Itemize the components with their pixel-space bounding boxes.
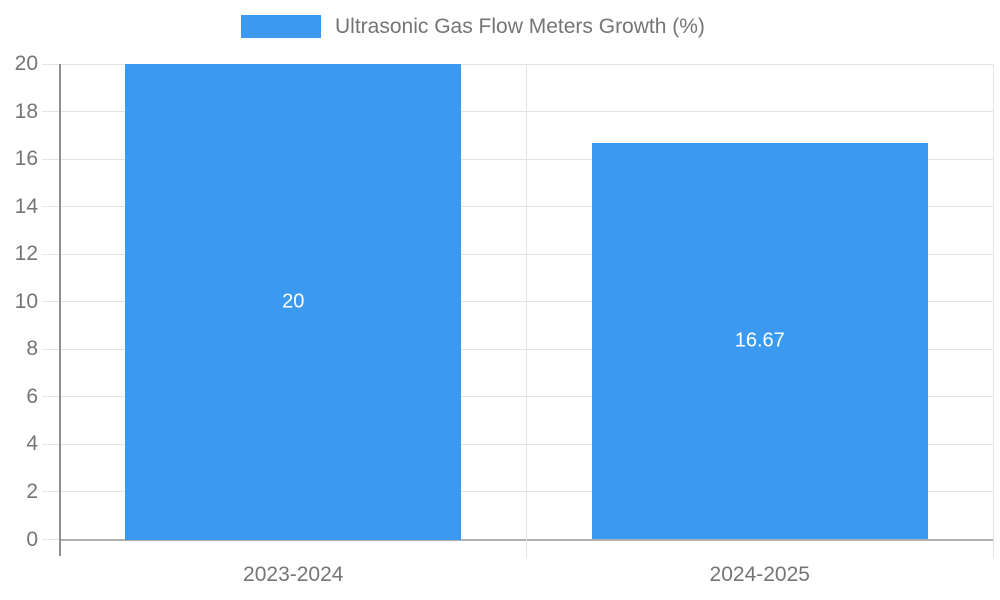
legend-label: Ultrasonic Gas Flow Meters Growth (%) <box>335 15 705 38</box>
y-tick-mark <box>42 301 60 303</box>
bar-value-label: 16.67 <box>734 329 785 352</box>
x-tick-label: 2023-2024 <box>243 562 344 586</box>
bar[interactable] <box>125 64 462 540</box>
y-tick-label: 2 <box>26 479 38 503</box>
y-tick-label: 10 <box>14 289 38 313</box>
y-tick-label: 4 <box>26 432 38 456</box>
legend[interactable]: Ultrasonic Gas Flow Meters Growth (%) <box>241 15 705 38</box>
y-tick-label: 0 <box>26 527 38 551</box>
y-tick-label: 18 <box>14 99 38 123</box>
y-tick-mark <box>42 206 60 208</box>
x-tick-label: 2024-2025 <box>709 562 810 586</box>
y-tick-mark <box>42 158 60 160</box>
y-tick-mark <box>42 63 60 65</box>
y-tick-label: 14 <box>14 194 38 218</box>
y-tick-label: 16 <box>14 147 38 171</box>
y-tick-mark <box>42 111 60 113</box>
y-tick-mark <box>42 539 60 540</box>
y-tick-mark <box>42 348 60 350</box>
y-tick-mark <box>42 253 60 255</box>
bar[interactable] <box>591 143 928 540</box>
y-tick-mark <box>42 491 60 493</box>
plot-right-boundary-line <box>992 64 994 558</box>
y-axis-line <box>59 64 61 556</box>
legend-swatch-icon <box>241 15 321 38</box>
y-tick-label: 12 <box>14 242 38 266</box>
y-tick-label: 6 <box>26 384 38 408</box>
bar-value-label: 20 <box>282 290 305 313</box>
category-divider-line <box>526 64 527 558</box>
y-tick-mark <box>42 443 60 445</box>
y-tick-label: 20 <box>14 52 38 75</box>
y-tick-label: 8 <box>26 337 38 361</box>
y-tick-mark <box>42 396 60 398</box>
